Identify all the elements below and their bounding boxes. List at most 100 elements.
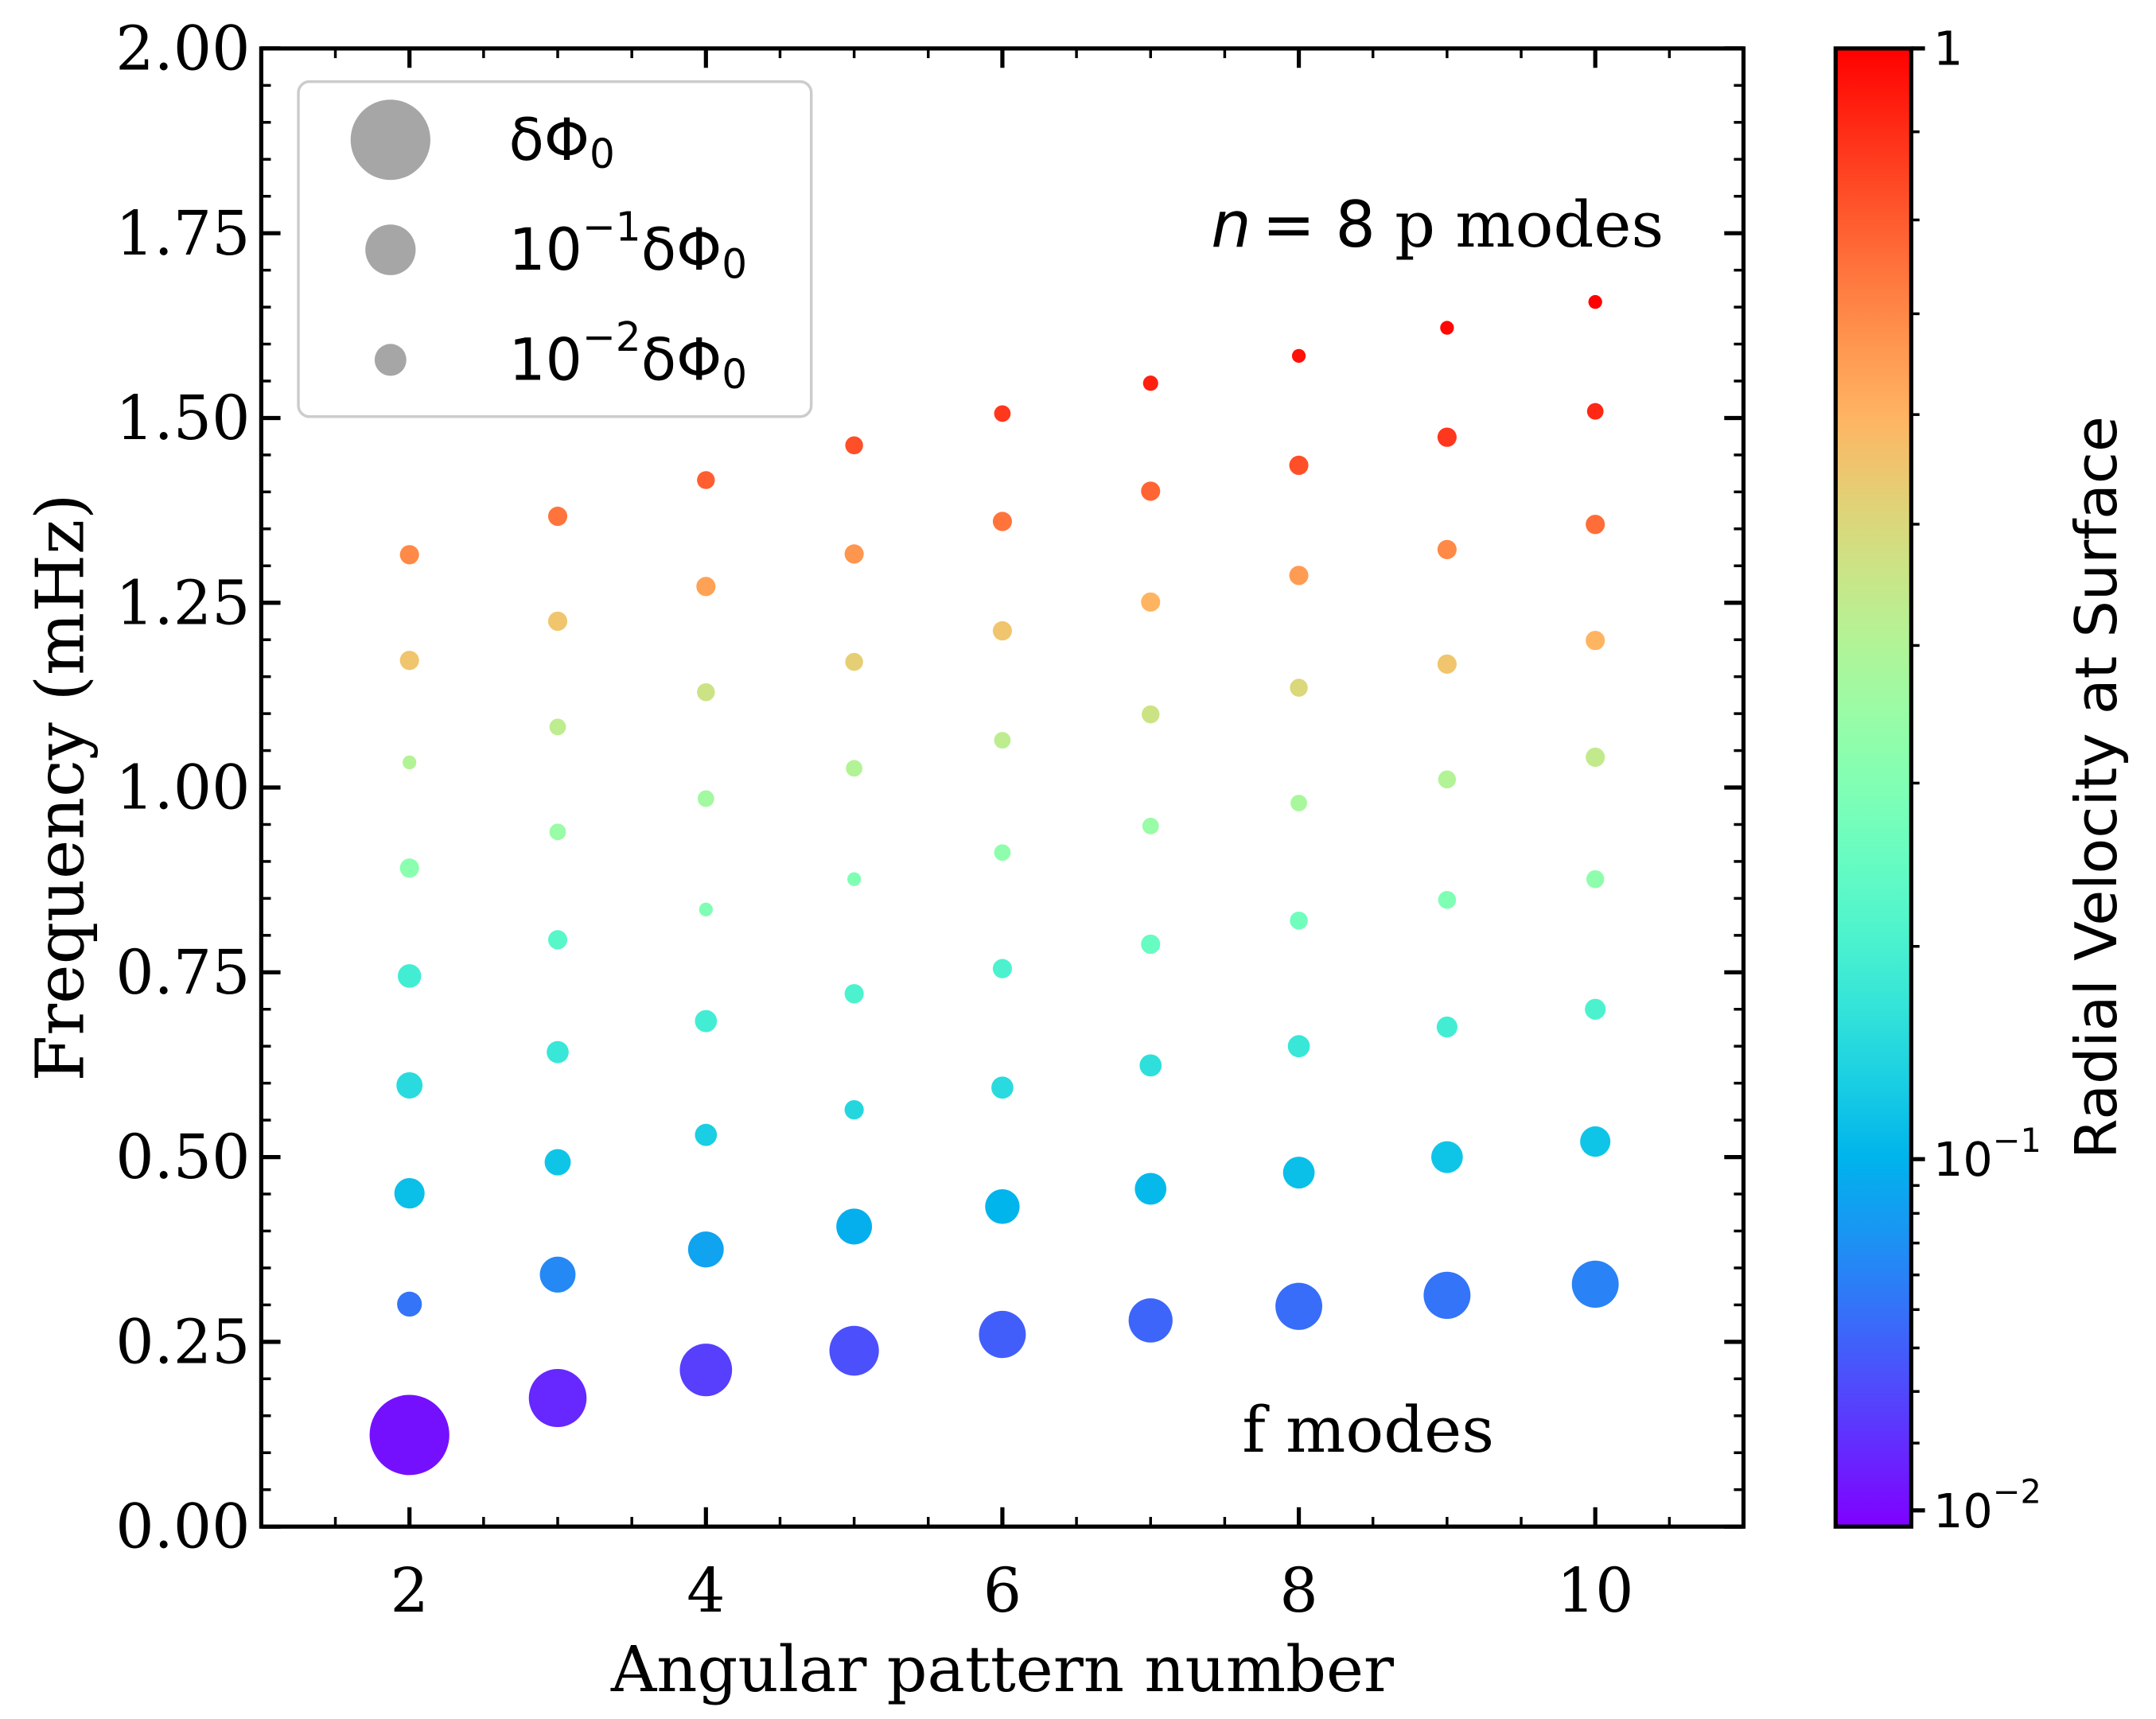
- mode-point: [1586, 869, 1605, 889]
- mode-point: [528, 1368, 587, 1428]
- mode-point: [845, 652, 863, 671]
- legend-base: 10: [508, 326, 582, 394]
- x-tick-label: 4: [687, 1555, 725, 1626]
- mode-point: [845, 436, 863, 455]
- colorbar-tick-exponent: −2: [1993, 1472, 2041, 1511]
- mode-point: [397, 964, 422, 988]
- legend-marker: [365, 224, 416, 275]
- mode-point: [1585, 998, 1606, 1020]
- legend-marker: [374, 344, 407, 376]
- mode-point: [687, 1231, 724, 1268]
- colorbar-tick-label: 10−1: [1933, 1120, 2041, 1187]
- mode-point: [547, 506, 568, 527]
- mode-point: [844, 544, 864, 564]
- y-tick-label: 0.25: [115, 1306, 250, 1377]
- mode-point: [403, 755, 417, 770]
- mode-point: [1290, 911, 1308, 930]
- mode-point: [696, 577, 716, 597]
- mode-point: [836, 1208, 873, 1245]
- mode-point: [992, 511, 1012, 531]
- mode-point: [994, 732, 1011, 749]
- mode-point: [1134, 1173, 1167, 1205]
- x-tick-label: 2: [391, 1555, 429, 1626]
- mode-point: [1291, 348, 1306, 364]
- mode-point: [1588, 294, 1602, 309]
- mode-point: [544, 1149, 571, 1176]
- mode-point: [1287, 1035, 1310, 1058]
- mode-point: [369, 1394, 449, 1476]
- mode-point: [829, 1325, 879, 1376]
- mode-point: [547, 930, 568, 950]
- mode-point: [979, 1310, 1026, 1359]
- colorbar: [1833, 46, 1913, 1529]
- y-tick-label: 0.00: [115, 1491, 250, 1562]
- legend-symbol: δΦ: [641, 216, 722, 283]
- colorbar-label: Radial Velocity at Surface: [2063, 416, 2131, 1159]
- mode-point: [549, 718, 566, 736]
- colorbar-tick-exponent: −1: [1993, 1120, 2041, 1159]
- mode-point: [992, 620, 1012, 641]
- mode-point: [1290, 679, 1308, 697]
- mode-point: [844, 1100, 864, 1120]
- mode-point: [1141, 592, 1161, 612]
- mode-point: [397, 1291, 422, 1317]
- y-tick-label: 1.50: [115, 383, 250, 453]
- mode-point: [1141, 481, 1161, 501]
- y-tick-label: 0.50: [115, 1122, 250, 1192]
- mode-point: [394, 1177, 425, 1209]
- annotation-variable: n: [1211, 187, 1251, 261]
- x-tick-label: 8: [1279, 1555, 1317, 1626]
- mode-point: [399, 651, 419, 671]
- mode-point: [399, 545, 419, 565]
- mode-point: [1289, 455, 1309, 476]
- plot-frame: [259, 46, 1746, 1529]
- mode-point: [695, 1123, 718, 1146]
- mode-point: [1438, 890, 1457, 909]
- mode-point: [547, 1040, 569, 1064]
- mode-point: [1128, 1298, 1173, 1343]
- mode-point: [399, 858, 419, 878]
- y-axis-label: Frequency (mHz): [22, 493, 99, 1081]
- mode-point: [697, 790, 714, 807]
- mode-point: [1139, 1054, 1162, 1077]
- colorbar-tick-base: 10: [1933, 1132, 1993, 1187]
- mode-point: [994, 405, 1011, 422]
- x-axis-label: Angular pattern number: [610, 1632, 1395, 1706]
- mode-point: [846, 760, 863, 777]
- legend-frame: [297, 80, 813, 418]
- mode-point: [1437, 539, 1457, 559]
- mode-point: [1437, 427, 1457, 447]
- mode-point: [1438, 770, 1457, 789]
- legend-label: δΦ0: [508, 106, 614, 177]
- legend-symbol: δΦ: [508, 106, 590, 173]
- mode-point: [1586, 631, 1605, 651]
- mode-point: [1142, 705, 1160, 724]
- legend-label: 10−1δΦ0: [508, 203, 747, 287]
- mode-point: [1437, 654, 1457, 674]
- y-tick-label: 2.00: [115, 13, 250, 84]
- mode-point: [697, 471, 715, 489]
- mode-point: [991, 1076, 1014, 1099]
- mode-point: [1580, 1126, 1611, 1157]
- y-tick-label: 0.75: [115, 937, 250, 1008]
- mode-point: [695, 1009, 718, 1033]
- x-tick-label: 10: [1557, 1555, 1634, 1626]
- mode-point: [847, 872, 862, 886]
- mode-point: [985, 1188, 1020, 1224]
- mode-point: [539, 1256, 576, 1293]
- legend-base: 10: [508, 216, 582, 283]
- mode-point: [1571, 1260, 1619, 1309]
- legend-marker: [350, 99, 430, 181]
- legend-subscript: 0: [722, 350, 747, 397]
- mode-point: [697, 683, 715, 702]
- legend-subscript: 0: [722, 240, 747, 287]
- legend-subscript: 0: [590, 130, 615, 177]
- mode-point: [1141, 934, 1161, 955]
- mode-point: [679, 1344, 733, 1397]
- mode-point: [1142, 375, 1158, 391]
- f-modes-annotation: f modes: [1242, 1393, 1494, 1467]
- annotation-relation: = 8: [1262, 187, 1375, 261]
- mode-point: [1290, 795, 1307, 811]
- y-tick-label: 1.25: [115, 567, 250, 638]
